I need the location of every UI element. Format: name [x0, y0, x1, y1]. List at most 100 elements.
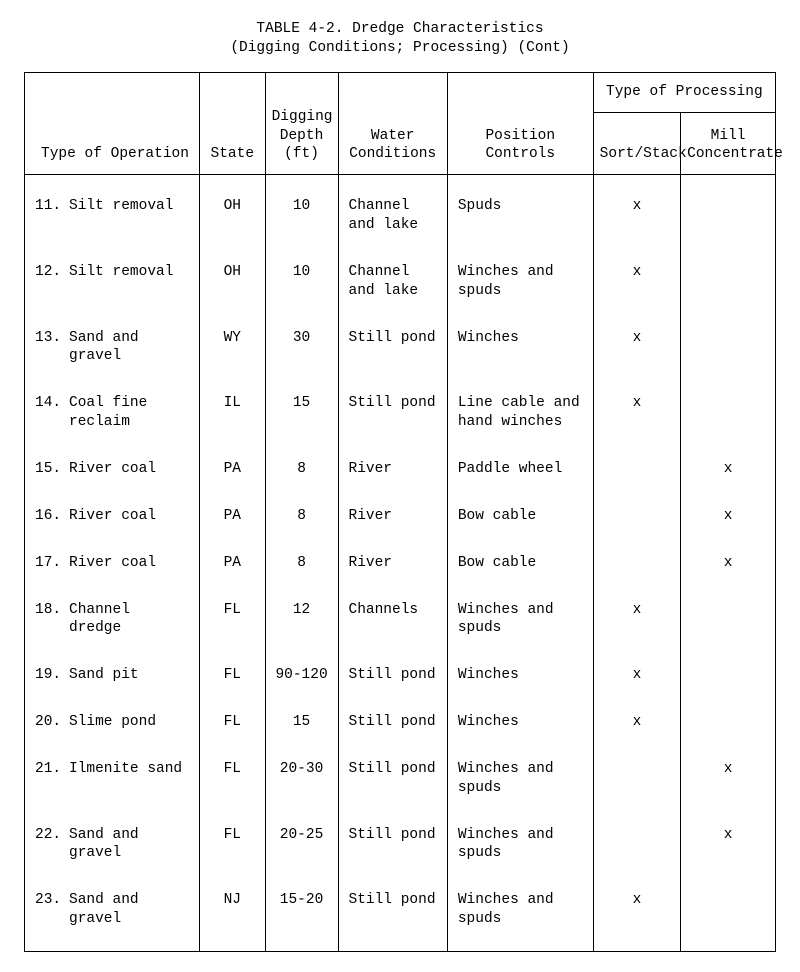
operation-text: Sand and gravel — [69, 891, 187, 929]
table-row: 17.River coalPA8RiverBow cablex — [25, 540, 776, 587]
cell-position: Winches — [447, 699, 593, 746]
cell-mill — [681, 380, 776, 446]
operation-text: Coal fine reclaim — [69, 394, 187, 432]
operation-text: Sand and gravel — [69, 329, 187, 367]
cell-water: Still pond — [338, 812, 447, 878]
cell-operation: 15.River coal — [25, 446, 200, 493]
operation-text: River coal — [69, 554, 187, 573]
row-number: 11. — [35, 197, 69, 216]
table-row: 21.Ilmenite sandFL20-30Still pondWinches… — [25, 746, 776, 812]
col-mill: Mill Concentrate — [681, 112, 776, 175]
cell-position: Bow cable — [447, 493, 593, 540]
cell-state: PA — [199, 446, 265, 493]
cell-depth: 20-25 — [265, 812, 338, 878]
cell-mill: x — [681, 746, 776, 812]
table-row: 18.Channel dredgeFL12ChannelsWinches and… — [25, 587, 776, 653]
cell-state: WY — [199, 315, 265, 381]
table-body: 11.Silt removalOH10Channel and lakeSpuds… — [25, 175, 776, 952]
cell-position: Winches and spuds — [447, 587, 593, 653]
cell-operation: 12.Silt removal — [25, 249, 200, 315]
cell-water: Still pond — [338, 380, 447, 446]
cell-operation: 19.Sand pit — [25, 652, 200, 699]
cell-state: PA — [199, 493, 265, 540]
cell-operation: 16.River coal — [25, 493, 200, 540]
cell-state: FL — [199, 587, 265, 653]
cell-position: Winches and spuds — [447, 877, 593, 951]
cell-operation: 23.Sand and gravel — [25, 877, 200, 951]
cell-water: Still pond — [338, 877, 447, 951]
operation-text: Sand and gravel — [69, 826, 187, 864]
cell-depth: 30 — [265, 315, 338, 381]
operation-text: Ilmenite sand — [69, 760, 187, 779]
operation-text: Sand pit — [69, 666, 187, 685]
cell-mill — [681, 587, 776, 653]
cell-state: OH — [199, 249, 265, 315]
cell-mill — [681, 877, 776, 951]
table-row: 12.Silt removalOH10Channel and lakeWinch… — [25, 249, 776, 315]
cell-operation: 17.River coal — [25, 540, 200, 587]
table-row: 20.Slime pondFL15Still pondWinchesx — [25, 699, 776, 746]
table-row: 11.Silt removalOH10Channel and lakeSpuds… — [25, 175, 776, 249]
cell-depth: 10 — [265, 249, 338, 315]
cell-state: IL — [199, 380, 265, 446]
cell-position: Winches — [447, 652, 593, 699]
cell-state: FL — [199, 746, 265, 812]
cell-mill: x — [681, 493, 776, 540]
row-number: 14. — [35, 394, 69, 413]
cell-state: FL — [199, 652, 265, 699]
cell-operation: 11.Silt removal — [25, 175, 200, 249]
cell-depth: 8 — [265, 446, 338, 493]
row-number: 15. — [35, 460, 69, 479]
cell-position: Paddle wheel — [447, 446, 593, 493]
cell-sort: x — [593, 699, 680, 746]
cell-state: PA — [199, 540, 265, 587]
table-row: 14.Coal fine reclaimIL15Still pondLine c… — [25, 380, 776, 446]
cell-position: Spuds — [447, 175, 593, 249]
cell-sort — [593, 746, 680, 812]
cell-state: FL — [199, 812, 265, 878]
cell-mill: x — [681, 540, 776, 587]
cell-mill: x — [681, 446, 776, 493]
col-operation: Type of Operation — [25, 72, 200, 175]
cell-position: Line cable and hand winches — [447, 380, 593, 446]
cell-water: Still pond — [338, 652, 447, 699]
title-line-2: (Digging Conditions; Processing) (Cont) — [24, 39, 776, 58]
row-number: 13. — [35, 329, 69, 348]
table-row: 23.Sand and gravelNJ15-20Still pondWinch… — [25, 877, 776, 951]
cell-state: NJ — [199, 877, 265, 951]
cell-operation: 13.Sand and gravel — [25, 315, 200, 381]
cell-sort: x — [593, 175, 680, 249]
cell-sort: x — [593, 249, 680, 315]
cell-depth: 12 — [265, 587, 338, 653]
cell-mill — [681, 175, 776, 249]
table-row: 13.Sand and gravelWY30Still pondWinchesx — [25, 315, 776, 381]
operation-text: River coal — [69, 507, 187, 526]
cell-water: Still pond — [338, 315, 447, 381]
cell-sort: x — [593, 380, 680, 446]
cell-sort: x — [593, 652, 680, 699]
col-position: Position Controls — [447, 72, 593, 175]
cell-water: River — [338, 446, 447, 493]
cell-mill: x — [681, 812, 776, 878]
cell-mill — [681, 699, 776, 746]
cell-mill — [681, 315, 776, 381]
cell-depth: 8 — [265, 540, 338, 587]
cell-mill — [681, 652, 776, 699]
cell-state: FL — [199, 699, 265, 746]
cell-operation: 20.Slime pond — [25, 699, 200, 746]
cell-mill — [681, 249, 776, 315]
cell-sort: x — [593, 315, 680, 381]
row-number: 12. — [35, 263, 69, 282]
cell-water: Channels — [338, 587, 447, 653]
cell-water: River — [338, 540, 447, 587]
cell-sort: x — [593, 587, 680, 653]
cell-sort: x — [593, 877, 680, 951]
cell-depth: 90-120 — [265, 652, 338, 699]
cell-position: Winches and spuds — [447, 812, 593, 878]
cell-water: Still pond — [338, 746, 447, 812]
cell-operation: 22.Sand and gravel — [25, 812, 200, 878]
table-row: 19.Sand pitFL90-120Still pondWinchesx — [25, 652, 776, 699]
table-row: 16.River coalPA8RiverBow cablex — [25, 493, 776, 540]
cell-water: River — [338, 493, 447, 540]
cell-water: Channel and lake — [338, 249, 447, 315]
